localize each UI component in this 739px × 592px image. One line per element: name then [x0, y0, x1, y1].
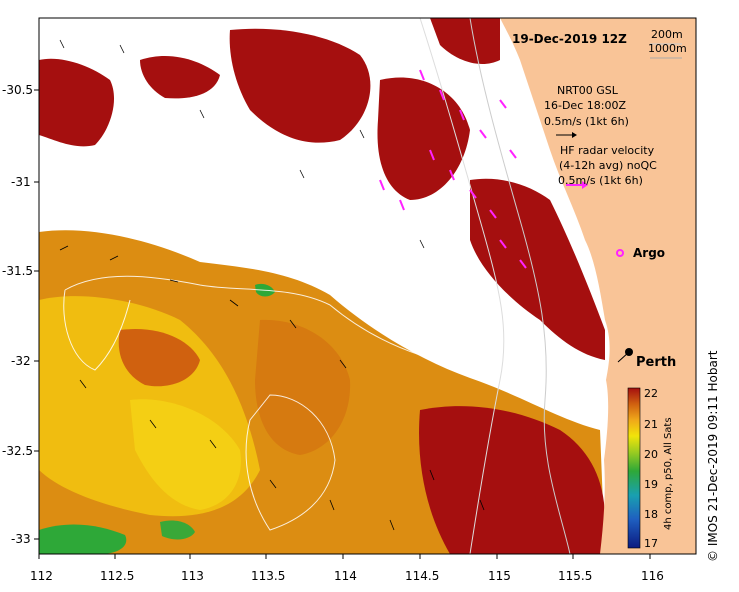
perth-label: Perth — [636, 355, 677, 370]
x-tick-115: 115 — [488, 569, 511, 583]
y-tick-32.5: -32.5 — [2, 444, 34, 458]
y-tick-31.5: -31.5 — [2, 264, 34, 278]
y-tick-30.5: -30.5 — [2, 83, 34, 97]
gsl-velocity-arrows — [59, 39, 485, 531]
colorbar-tick-19: 19 — [644, 478, 658, 491]
colorbar-title: 4h comp, p50, All Sats — [663, 417, 674, 530]
hf-label-line1: HF radar velocity — [560, 144, 655, 157]
colorbar-tick-20: 20 — [644, 448, 658, 461]
sst-orange-core — [255, 319, 351, 455]
axis-ticks — [34, 89, 651, 559]
gsl-scale-arrowhead — [572, 132, 577, 138]
hf-radar-arrows — [379, 69, 527, 269]
colorbar — [627, 387, 641, 549]
sst-yellow-patch-2 — [130, 399, 241, 510]
x-tick-114.5: 114.5 — [405, 569, 440, 583]
map-date-title: 19-Dec-2019 12Z — [512, 32, 627, 46]
x-tick-113: 113 — [181, 569, 204, 583]
no-data-band — [39, 167, 520, 320]
hf-scale-arrowhead — [582, 181, 588, 189]
sst-hot-north — [39, 58, 115, 147]
sst-hot-southeast — [419, 406, 605, 554]
sst-hot-north-5 — [430, 18, 500, 65]
depth-contour-1000m — [419, 18, 505, 554]
depth-contour-200m — [469, 18, 571, 554]
sst-cool-patch — [39, 524, 127, 554]
x-tick-112.5: 112.5 — [100, 569, 135, 583]
depth-contour-outline — [63, 275, 421, 531]
x-tick-115.5: 115.5 — [558, 569, 593, 583]
argo-label: Argo — [633, 246, 666, 260]
colorbar-tick-18: 18 — [644, 508, 658, 521]
gsl-label-line1: NRT00 GSL — [557, 84, 618, 97]
hf-label-line2: (4-12h avg) noQC — [559, 159, 657, 172]
sst-hot-north-3 — [229, 28, 371, 143]
gsl-label-line3: 0.5m/s (1kt 6h) — [544, 115, 629, 128]
credit-text: © IMOS 21-Dec-2019 09:11 Hobart — [706, 350, 720, 562]
depth-label-1000m: 1000m — [648, 42, 687, 55]
sst-cool-patch-2 — [160, 520, 195, 540]
x-tick-116: 116 — [641, 569, 664, 583]
y-tick-33: -33 — [11, 532, 31, 546]
y-tick-32: -32 — [11, 354, 31, 368]
colorbar-tick-17: 17 — [644, 537, 658, 550]
hf-label-line3: 0.5m/s (1kt 6h) — [558, 174, 643, 187]
depth-label-200m: 200m — [651, 28, 683, 41]
y-tick-31: -31 — [11, 175, 31, 189]
x-tick-114: 114 — [334, 569, 357, 583]
sst-hot-mid — [118, 329, 200, 387]
gsl-label-line2: 16-Dec 18:00Z — [544, 99, 626, 112]
colorbar-tick-21: 21 — [644, 418, 658, 431]
sst-hot-coastal — [470, 178, 605, 360]
land-mass — [500, 18, 696, 554]
perth-leader — [617, 351, 630, 363]
plot-border — [38, 17, 697, 555]
sst-hot-north-4 — [377, 77, 470, 200]
argo-marker — [616, 249, 624, 257]
colorbar-tick-22: 22 — [644, 387, 658, 400]
x-tick-112: 112 — [30, 569, 53, 583]
x-tick-113.5: 113.5 — [251, 569, 286, 583]
sst-hot-north-2 — [140, 55, 220, 99]
